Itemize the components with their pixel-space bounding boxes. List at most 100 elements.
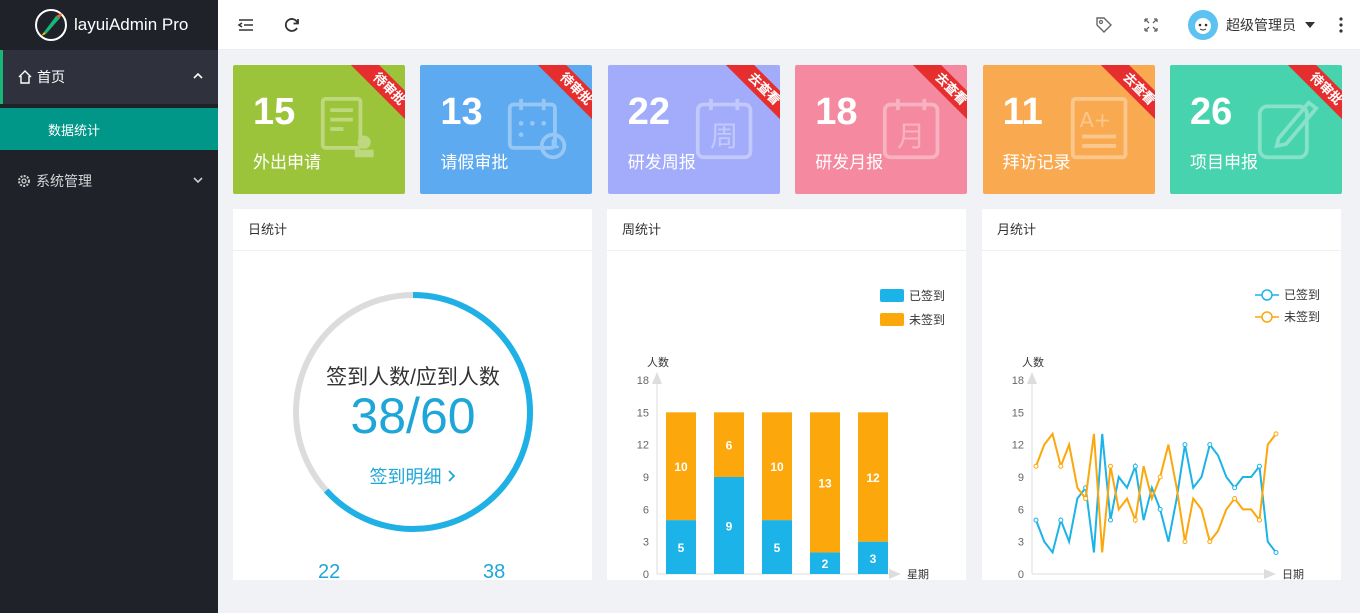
y-tick-label: 3 (1018, 537, 1024, 549)
sidebar-item-home[interactable]: 首页 (0, 50, 218, 104)
stat-card[interactable]: 11 拜访记录 A+ 去查看 (982, 65, 1155, 194)
ring-progress (323, 292, 533, 532)
svg-text:A+: A+ (1079, 108, 1111, 132)
bar-segment (810, 412, 840, 553)
logo[interactable]: layuiAdmin Pro (0, 0, 218, 50)
stat-card-value: 11 (1002, 91, 1043, 133)
ribbon: 去查看 (897, 65, 968, 135)
bar-value-label: 5 (774, 541, 781, 555)
sidebar-item-system[interactable]: 系统管理 (0, 154, 218, 208)
series-point (1256, 517, 1262, 523)
bar-value-label: 12 (866, 471, 880, 485)
stat-card[interactable]: 18 研发月报月去查看 (795, 65, 968, 194)
refresh-icon[interactable] (282, 15, 302, 35)
series-point (1107, 463, 1113, 469)
stat-card[interactable]: 15 外出申请 待审批 (233, 65, 405, 194)
tag-icon[interactable] (1094, 15, 1114, 35)
series-point (1033, 463, 1039, 469)
shrink-menu-icon[interactable] (236, 15, 256, 35)
stat-card-value: 18 (815, 91, 858, 133)
svg-text:周: 周 (710, 120, 738, 153)
ribbon-label: 待审批 (346, 65, 405, 132)
panel-title: 月统计 (982, 209, 1341, 251)
series-line (1035, 433, 1277, 555)
user-menu[interactable]: 超级管理员 (1188, 10, 1316, 40)
chevron-right-icon (447, 470, 455, 482)
stat-card-value: 15 (253, 91, 296, 133)
svg-text:月: 月 (897, 120, 925, 153)
y-tick-label: 9 (1018, 472, 1024, 484)
bar-segment (714, 412, 744, 477)
stat-card-label: 外出申请 (253, 153, 321, 172)
sidebar-item-label: 系统管理 (36, 173, 92, 189)
stat-card[interactable]: 22 研发周报周去查看 (607, 65, 780, 194)
legend-label: 未签到 (1284, 309, 1320, 324)
bar-value-label: 9 (726, 520, 733, 534)
x-axis-label: 日期 (1282, 568, 1304, 580)
bar-segment (666, 520, 696, 574)
daily-stats-panel: 日统计 签到人数/应到人数 38/60 签到明细 22 38 (233, 209, 593, 583)
bar-value-label: 13 (818, 476, 832, 490)
bar-value-label: 10 (674, 460, 688, 474)
y-tick-label: 15 (637, 407, 649, 419)
y-tick-label: 0 (1018, 569, 1024, 580)
ribbon-label: 待审批 (1283, 65, 1342, 132)
stat-card-value: 26 (1190, 91, 1233, 133)
y-tick-label: 9 (643, 472, 649, 484)
y-tick-label: 3 (643, 537, 649, 549)
fullscreen-icon[interactable] (1141, 15, 1161, 35)
calendar-clock-icon (508, 98, 567, 160)
stat-card-value: 22 (627, 91, 671, 133)
legend-label: 已签到 (909, 288, 945, 303)
header: 超级管理员 (218, 0, 1360, 50)
y-tick-label: 12 (637, 440, 649, 452)
ribbon: 去查看 (710, 65, 780, 135)
weekly-stats-panel: 周统计 0 3 6 9 12 15 18 人数 星期 5 10 9 6 5 10 2 13 3 12 已签到 未签到 (607, 209, 966, 580)
more-vertical-icon[interactable] (1331, 15, 1351, 35)
ribbon-label: 去查看 (1096, 65, 1155, 132)
ribbon: 待审批 (1272, 65, 1342, 135)
sidebar: layuiAdmin Pro 首页 数据统计 系统管理 (0, 0, 218, 613)
ribbon: 待审批 (522, 65, 593, 135)
bar-value-label: 5 (678, 541, 685, 555)
y-axis-label: 人数 (1022, 356, 1044, 369)
stat-card-label: 研发周报 (627, 153, 696, 172)
chevron-down-icon (193, 177, 203, 184)
gear-icon (18, 175, 30, 187)
stat-card[interactable]: 13 请假审批 待审批 (420, 65, 593, 194)
series-point (1157, 506, 1163, 512)
series-point (1273, 549, 1279, 555)
series-point (1132, 517, 1138, 523)
series-point (1232, 496, 1238, 502)
series-point (1058, 517, 1064, 523)
daily-bottom-right-value: 38 (483, 561, 506, 583)
stat-card-label: 拜访记录 (1002, 153, 1071, 172)
series-point (1273, 431, 1279, 437)
sign-detail-link[interactable]: 签到明细 (233, 463, 593, 489)
bar-segment (666, 412, 696, 521)
document-stamp-icon (320, 97, 374, 158)
sidebar-subitem-data-stats[interactable]: 数据统计 (0, 108, 218, 150)
y-tick-label: 6 (1018, 504, 1024, 516)
bar-value-label: 2 (822, 557, 829, 571)
stat-card[interactable]: 26 项目申报 待审批 (1170, 65, 1342, 194)
y-tick-label: 6 (643, 504, 649, 516)
daily-ratio: 38/60 (350, 388, 476, 444)
x-axis-arrow (889, 569, 901, 579)
bar-value-label: 6 (726, 439, 733, 453)
legend-swatch (880, 289, 904, 302)
app-title: layuiAdmin Pro (74, 15, 189, 34)
legend-swatch (880, 313, 904, 326)
legend-label: 已签到 (1284, 287, 1320, 302)
caret-down-icon (1305, 22, 1315, 28)
panel-title: 日统计 (233, 209, 592, 251)
legend-label: 未签到 (909, 312, 945, 327)
ribbon-label: 去查看 (908, 65, 968, 132)
ribbon-label: 去查看 (721, 65, 780, 132)
x-axis-label: 星期 (907, 568, 929, 580)
bar-segment (714, 477, 744, 574)
bar-segment (858, 541, 888, 574)
series-point (1256, 463, 1262, 469)
y-axis-arrow (652, 372, 662, 384)
